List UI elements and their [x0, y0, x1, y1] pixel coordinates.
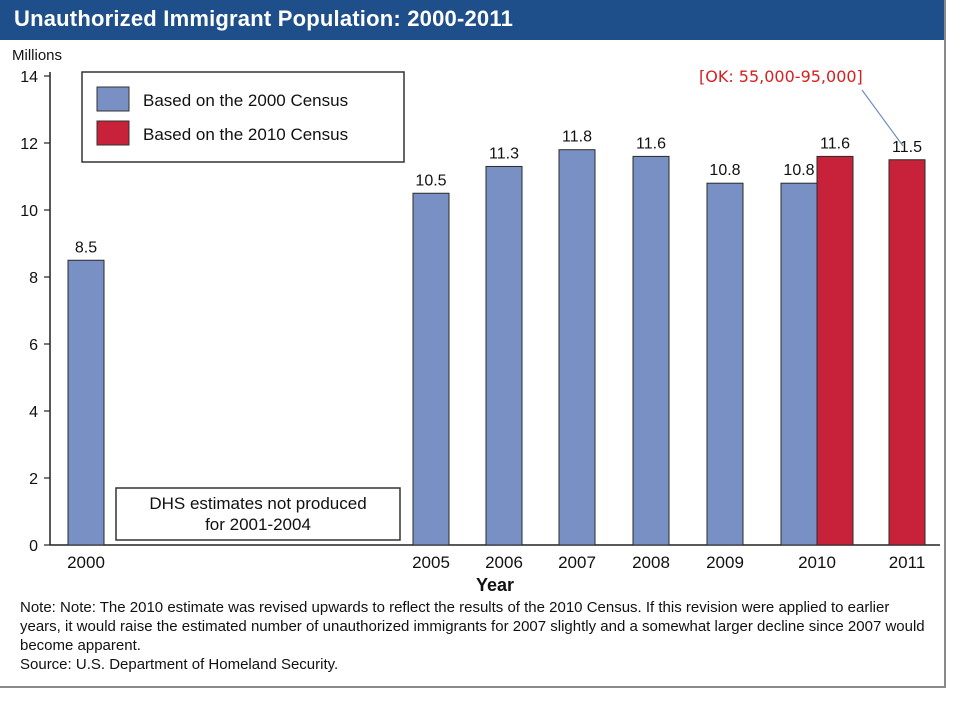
bar-chart: Millions 0 2 4 6 8 10 12 14 2000 2005 2006 2007 2008 2…: [12, 47, 940, 595]
y-tick-label: 10: [20, 203, 38, 220]
legend-swatch-2010-census: [96, 120, 130, 146]
data-label-2006-series-1: 11.3: [489, 145, 519, 162]
y-axis-label: Millions: [12, 47, 62, 64]
bar-2010-series-2: [816, 155, 854, 546]
no-data-box: DHS estimates not produced for 2001-2004: [115, 487, 401, 541]
x-tick-label-2009: 2009: [706, 553, 744, 572]
no-data-line1: DHS estimates not produced: [149, 494, 366, 513]
bar-2000-series-1: [67, 259, 105, 546]
bar-2010-series-1: [780, 182, 818, 546]
source-text: Source: U.S. Department of Homeland Secu…: [20, 656, 339, 673]
data-label-2000-series-1: 8.5: [75, 239, 97, 256]
data-labels: 8.5 10.5 11.3 11.8 11.6 10.8 10.8 11.6 11.5: [75, 129, 922, 257]
chart-title: Unauthorized Immigrant Population: 2000-…: [14, 6, 514, 31]
data-label-2010-series-1: 10.8: [783, 162, 814, 179]
x-tick-label-2007: 2007: [558, 553, 596, 572]
data-label-2007-series-1: 11.8: [562, 129, 592, 146]
data-label-2009-series-1: 10.8: [709, 162, 740, 179]
legend: Based on the 2000 Census Based on the 20…: [81, 71, 405, 163]
y-tick-label: 4: [29, 404, 38, 421]
y-tick-label: 14: [20, 69, 38, 86]
legend-label-2000-census: Based on the 2000 Census: [143, 91, 348, 110]
bars: [67, 149, 926, 546]
x-tick-label-2005: 2005: [412, 553, 450, 572]
data-label-2005-series-1: 10.5: [415, 172, 446, 189]
chart-note: Note: Note: The 2010 estimate was revise…: [20, 598, 930, 674]
bar-2011-series-2: [888, 159, 926, 546]
bar-2005-series-1: [412, 192, 450, 546]
no-data-line2: for 2001-2004: [205, 515, 311, 534]
x-tick-label-2011: 2011: [889, 553, 926, 572]
title-bar: Unauthorized Immigrant Population: 2000-…: [0, 0, 944, 40]
bar-2006-series-1: [485, 165, 523, 546]
bar-2008-series-1: [632, 155, 670, 546]
y-tick-label: 8: [29, 270, 38, 287]
legend-swatch-2000-census: [96, 86, 130, 112]
legend-box: [81, 71, 405, 163]
y-tick-label: 2: [29, 471, 38, 488]
y-tick-label: 0: [29, 538, 38, 555]
x-tick-label-2008: 2008: [632, 553, 670, 572]
annotation-text: [OK: 55,000-95,000]: [699, 67, 863, 86]
data-label-2010-series-2: 11.6: [820, 135, 850, 152]
legend-label-2010-census: Based on the 2010 Census: [143, 125, 348, 144]
data-label-2008-series-1: 11.6: [636, 135, 666, 152]
bar-2007-series-1: [558, 149, 596, 546]
y-tick-label: 6: [29, 337, 38, 354]
x-tick-label-2000: 2000: [67, 553, 105, 572]
annotation-pointer: [861, 89, 904, 147]
x-axis-label: Year: [476, 575, 514, 595]
x-tick-label-2010: 2010: [798, 553, 836, 572]
data-label-2011-series-2: 11.5: [892, 139, 922, 156]
x-tick-label-2006: 2006: [485, 553, 523, 572]
note-text: Note: Note: The 2010 estimate was revise…: [20, 599, 925, 654]
y-tick-label: 12: [20, 136, 38, 153]
bar-2009-series-1: [706, 182, 744, 546]
